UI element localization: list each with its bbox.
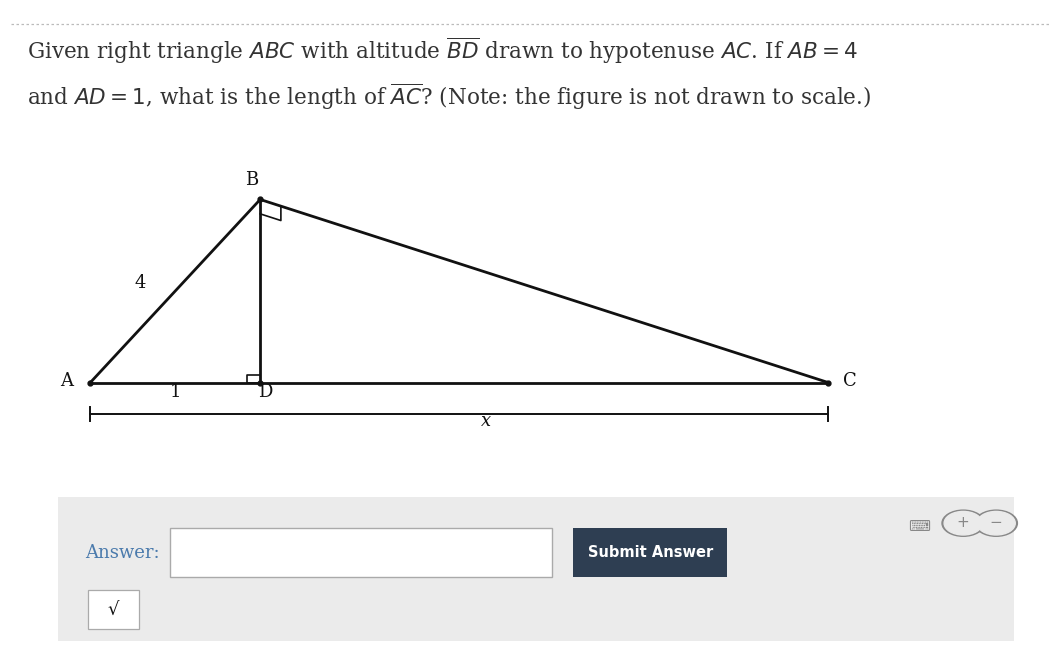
Text: C: C: [843, 372, 856, 390]
Text: B: B: [245, 171, 258, 189]
Text: x: x: [481, 412, 491, 430]
Bar: [88, 590, 139, 629]
Text: and $\mathit{AD}=1$, what is the length of $\overline{AC}$? (Note: the figure is: and $\mathit{AD}=1$, what is the length …: [27, 82, 871, 112]
Text: 1: 1: [170, 383, 181, 401]
Text: √: √: [108, 600, 119, 619]
Circle shape: [944, 511, 982, 535]
Text: −: −: [990, 515, 1003, 530]
Circle shape: [975, 510, 1017, 536]
Text: D: D: [258, 383, 273, 401]
Bar: [170, 528, 552, 577]
Text: Submit Answer: Submit Answer: [588, 545, 713, 560]
Bar: [58, 497, 1014, 641]
Circle shape: [942, 510, 984, 536]
Text: +: +: [957, 515, 970, 530]
Text: ⌨: ⌨: [908, 519, 929, 534]
Text: Answer:: Answer:: [85, 543, 159, 562]
Bar: [573, 528, 727, 577]
Text: A: A: [61, 372, 73, 390]
Circle shape: [977, 511, 1015, 535]
Text: Given right triangle $\mathit{ABC}$ with altitude $\overline{BD}$ drawn to hypot: Given right triangle $\mathit{ABC}$ with…: [27, 36, 858, 66]
Text: 4: 4: [135, 274, 145, 292]
